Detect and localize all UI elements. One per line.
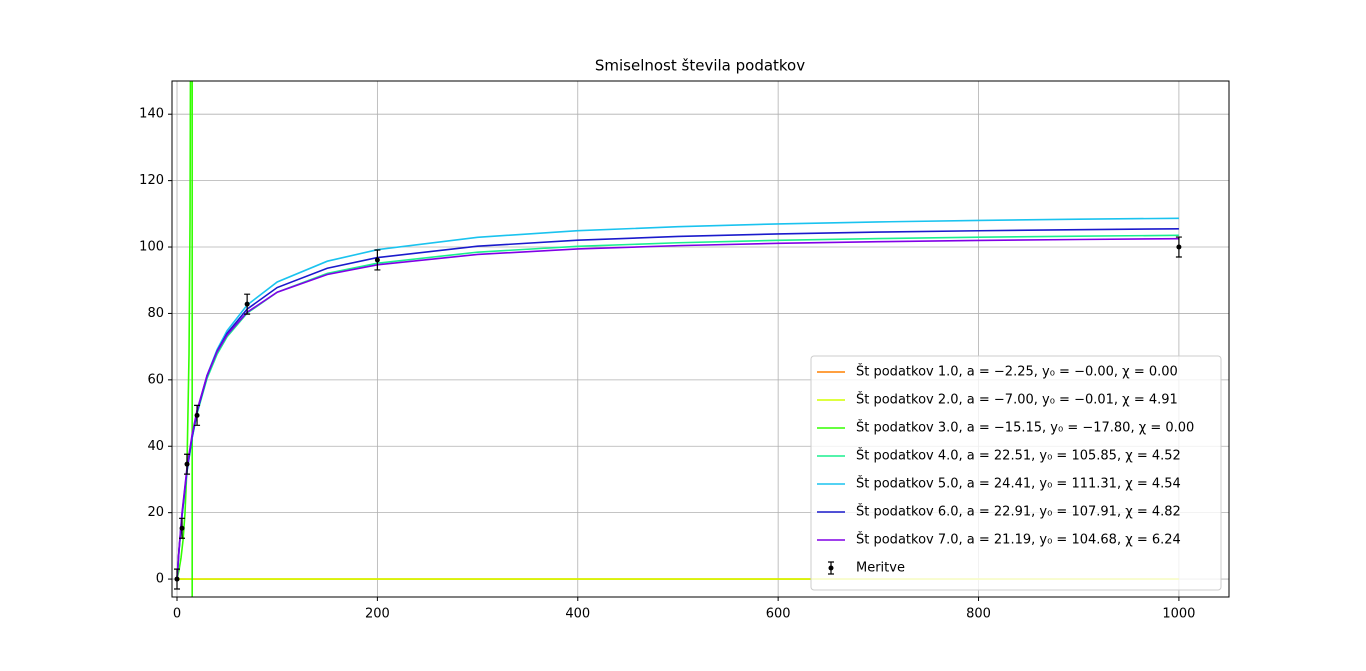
measurement-point <box>244 301 250 307</box>
legend-swatch <box>828 565 834 571</box>
y-tick-label: 0 <box>156 572 164 587</box>
axes-frame <box>171 80 1230 598</box>
y-tick-label: 100 <box>139 240 164 255</box>
y-tick-label: 60 <box>147 372 164 387</box>
fit-line <box>176 81 193 597</box>
legend-frame <box>810 355 1222 591</box>
legend-label: Št podatkov 6.0, a = 22.91, y₀ = 107.91,… <box>856 504 1181 520</box>
chart-title: Smiselnost števila podatkov <box>595 57 805 75</box>
x-tick-label: 600 <box>766 607 791 622</box>
fit-line <box>176 237 1179 580</box>
legend-label: Št podatkov 5.0, a = 24.41, y₀ = 111.31,… <box>856 476 1181 492</box>
y-tick-label: 120 <box>139 173 164 188</box>
y-tick-label: 40 <box>147 439 164 454</box>
y-tick-label: 80 <box>147 306 164 321</box>
x-tick-label: 400 <box>565 607 590 622</box>
ticks: 0 200 400 600 800 1000 0 20 40 60 80 100 120 140 <box>139 107 1195 622</box>
x-tick-label: 200 <box>365 607 390 622</box>
measurement-point <box>194 412 200 418</box>
measurement-point <box>179 525 185 531</box>
x-tick-label: 1000 <box>1162 607 1195 622</box>
legend-label: Št podatkov 2.0, a = −7.00, y₀ = −0.01, … <box>856 392 1178 408</box>
legend-label: Št podatkov 4.0, a = 22.51, y₀ = 105.85,… <box>856 448 1181 464</box>
measurement-point <box>374 257 380 263</box>
legend-label: Meritve <box>856 561 905 576</box>
measurement-point <box>1176 244 1182 250</box>
x-tick-label: 0 <box>173 607 181 622</box>
legend-label: Št podatkov 1.0, a = −2.25, y₀ = −0.00, … <box>856 364 1178 380</box>
legend-label: Št podatkov 3.0, a = −15.15, y₀ = −17.80… <box>856 420 1194 436</box>
y-tick-label: 140 <box>139 107 164 122</box>
y-tick-label: 20 <box>147 505 164 520</box>
plot-area <box>174 81 1182 597</box>
legend-label: Št podatkov 7.0, a = 21.19, y₀ = 104.68,… <box>856 532 1181 548</box>
legend: Št podatkov 1.0, a = −2.25, y₀ = −0.00, … <box>810 355 1222 591</box>
measurement-point <box>174 576 180 582</box>
measurement-point <box>184 461 190 467</box>
x-tick-label: 800 <box>966 607 991 622</box>
